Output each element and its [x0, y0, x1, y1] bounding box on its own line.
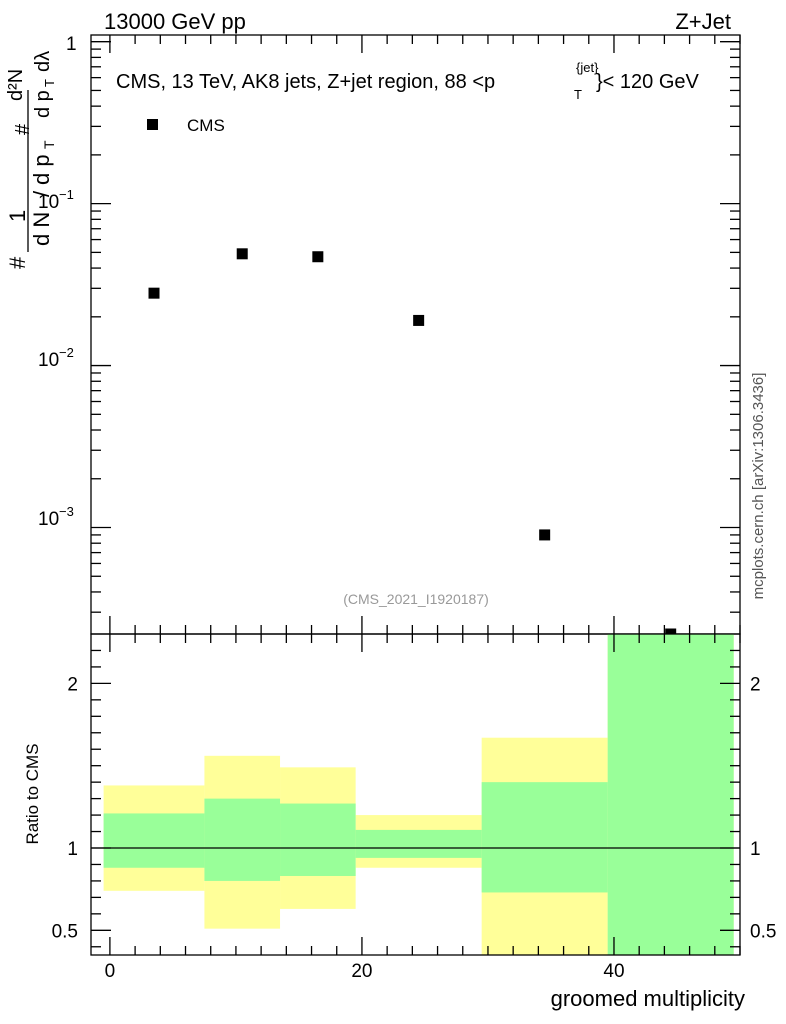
- x-axis-label: groomed multiplicity: [551, 986, 745, 1011]
- ylabel-dp2: d p: [32, 90, 54, 118]
- data-point: [148, 287, 160, 299]
- ratio-y-tick-label: 2: [67, 674, 78, 695]
- ylabel-t2: T: [42, 79, 57, 87]
- ylabel-d2n: d²N: [5, 69, 27, 101]
- legend-label-cms: CMS: [187, 116, 225, 135]
- plot-title-sub: T: [574, 87, 582, 102]
- y-tick-label-1e-1: 10 −1: [38, 187, 74, 213]
- ratio-y-axis-label: Ratio to CMS: [23, 743, 42, 844]
- header-right: Z+Jet: [675, 9, 731, 34]
- y-tick-label-1e-3: 10 −3: [38, 504, 74, 530]
- header-left: 13000 GeV pp: [104, 9, 246, 34]
- ratio-y-tick-label: 0.5: [52, 921, 78, 942]
- data-point: [312, 251, 324, 263]
- y-tick-label-1e-2: 10 −2: [38, 345, 74, 371]
- ratio-y-tick-label-right: 2: [750, 674, 761, 695]
- data-points: [148, 248, 677, 640]
- y-tick-label-exp: −1: [59, 187, 74, 202]
- ylabel-one: 1: [5, 210, 30, 222]
- x-tick-label: 40: [603, 961, 624, 982]
- uncertainty-bands: [103, 634, 734, 955]
- plot-title: CMS, 13 TeV, AK8 jets, Z+jet region, 88 …: [116, 60, 700, 102]
- top-axis-ticks: [91, 35, 741, 634]
- data-point: [539, 529, 551, 541]
- ratio-panel-frame: [90, 633, 741, 956]
- x-tick-label: 20: [351, 961, 372, 982]
- ylabel-hash: #: [5, 256, 30, 269]
- ratio-y-tick-label: 1: [67, 839, 78, 860]
- inner-band: [355, 829, 482, 858]
- legend-marker-cms: [147, 119, 158, 130]
- inner-band: [607, 634, 734, 955]
- y-tick-label-exp: −2: [59, 345, 74, 360]
- top-y-tick-labels: 1 10 −1 10 −2 10 −3: [38, 34, 77, 530]
- ratio-axis-ticks: [91, 634, 741, 955]
- data-point: [236, 248, 248, 260]
- y-axis-label: # 1 d N / d p T # d²N d p T dλ: [5, 51, 57, 269]
- inner-band: [280, 803, 356, 876]
- analysis-id: (CMS_2021_I1920187): [343, 591, 489, 607]
- y-tick-label-base: 10: [38, 192, 59, 213]
- ratio-panel: 0 20 40 0.5 0.5 1 1 2 2 Ratio to CMS groomed mul…: [23, 633, 777, 1011]
- side-label: mcplots.cern.ch [arXiv:1306.3436]: [750, 373, 767, 600]
- ratio-tick-labels: 0 20 40 0.5 0.5 1 1 2 2: [52, 674, 777, 982]
- plot-title-suffix: }< 120 GeV: [596, 71, 700, 93]
- ratio-y-tick-label-right: 1: [750, 839, 761, 860]
- top-panel: 1 10 −1 10 −2 10 −3 CMS, 13 TeV, AK8 jet…: [38, 34, 741, 640]
- y-tick-label-1: 1: [66, 34, 77, 55]
- y-tick-label-base: 10: [38, 350, 59, 371]
- plot-title-sup: {jet}: [576, 60, 599, 75]
- inner-band: [481, 782, 608, 893]
- ylabel-dl: dλ: [32, 51, 54, 72]
- legend: CMS: [147, 116, 225, 135]
- data-point: [413, 314, 425, 326]
- ylabel-hash2: #: [12, 123, 34, 135]
- inner-band: [204, 798, 281, 881]
- x-tick-label: 0: [105, 961, 116, 982]
- plot-title-prefix: CMS, 13 TeV, AK8 jets, Z+jet region, 88 …: [116, 71, 495, 93]
- y-tick-label-base: 10: [38, 509, 59, 530]
- ylabel-t: T: [41, 140, 57, 149]
- y-tick-label-exp: −3: [59, 504, 74, 519]
- ylabel-dn: d N: [29, 212, 54, 246]
- ylabel-slash: /: [29, 190, 54, 197]
- ratio-y-tick-label-right: 0.5: [750, 921, 776, 942]
- ylabel-dp: d p: [29, 154, 54, 185]
- inner-band: [103, 813, 205, 868]
